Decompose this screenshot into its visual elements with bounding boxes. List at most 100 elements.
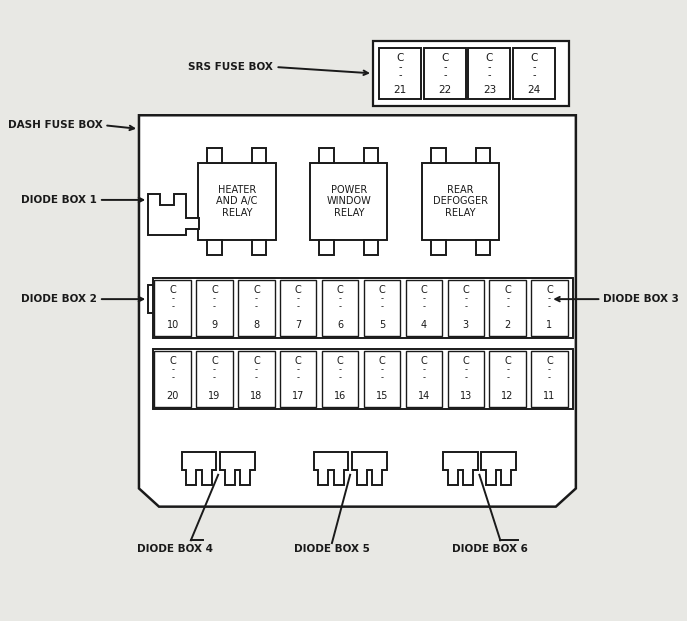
Text: -: - [381,373,383,382]
Text: 22: 22 [438,84,451,95]
Text: C: C [530,53,538,63]
Text: -: - [297,365,300,374]
Bar [469,48,510,99]
Polygon shape [182,452,216,485]
Text: SRS FUSE BOX: SRS FUSE BOX [188,62,273,72]
Text: C: C [295,356,302,366]
Bar [207,148,222,163]
Text: DASH FUSE BOX: DASH FUSE BOX [8,120,102,130]
Bar [531,351,567,407]
Polygon shape [148,286,199,313]
Text: 10: 10 [166,320,179,330]
Text: -: - [381,365,383,374]
Text: -: - [548,373,551,382]
Text: -: - [548,365,551,374]
Text: 6: 6 [337,320,344,330]
Text: C: C [441,53,449,63]
Text: -: - [381,302,383,311]
Text: 17: 17 [292,391,304,401]
Bar [405,280,442,337]
Text: -: - [171,294,174,303]
Text: -: - [297,294,300,303]
Text: 23: 23 [483,84,496,95]
Text: 4: 4 [421,320,427,330]
Text: -: - [297,302,300,311]
Text: -: - [339,373,341,382]
Text: -: - [255,294,258,303]
Text: -: - [171,373,174,382]
Bar [424,48,466,99]
Bar [422,163,499,240]
Text: 20: 20 [166,391,179,401]
Polygon shape [481,452,516,485]
Polygon shape [314,452,348,485]
Text: C: C [253,356,260,366]
Text: -: - [506,373,509,382]
Text: -: - [506,302,509,311]
Text: 19: 19 [208,391,221,401]
Text: -: - [464,302,467,311]
Bar [364,351,401,407]
Polygon shape [139,116,576,507]
Text: 16: 16 [334,391,346,401]
Text: 9: 9 [212,320,218,330]
Text: -: - [213,294,216,303]
Text: -: - [423,373,425,382]
Bar [198,163,275,240]
Text: POWER
WINDOW
RELAY: POWER WINDOW RELAY [326,184,371,218]
Bar [238,280,275,337]
Bar [153,349,573,409]
Text: -: - [423,294,425,303]
Text: C: C [169,284,176,294]
Text: -: - [506,365,509,374]
Text: -: - [548,302,551,311]
Text: C: C [337,356,344,366]
Text: -: - [532,62,536,72]
Bar [238,351,275,407]
Text: DIODE BOX 2: DIODE BOX 2 [21,294,97,304]
Text: DIODE BOX 3: DIODE BOX 3 [603,294,679,304]
Text: C: C [504,356,511,366]
Text: 18: 18 [250,391,262,401]
Bar [196,280,233,337]
Polygon shape [486,286,538,313]
Text: 7: 7 [295,320,302,330]
Text: -: - [339,302,341,311]
Bar [475,148,491,163]
Text: -: - [488,70,491,80]
Text: HEATER
AND A/C
RELAY: HEATER AND A/C RELAY [216,184,258,218]
Bar [431,240,446,255]
Bar [373,40,569,106]
Text: C: C [169,356,176,366]
Polygon shape [148,194,199,235]
Text: 1: 1 [546,320,552,330]
Polygon shape [220,452,255,485]
Text: -: - [339,294,341,303]
Text: -: - [213,373,216,382]
Text: -: - [213,365,216,374]
Text: C: C [546,284,553,294]
Text: -: - [255,373,258,382]
Text: 3: 3 [462,320,469,330]
Bar [513,48,555,99]
Text: C: C [211,284,218,294]
Text: -: - [255,302,258,311]
Bar [322,280,359,337]
Text: 15: 15 [376,391,388,401]
Bar [379,48,421,99]
Text: -: - [423,365,425,374]
Text: C: C [420,284,427,294]
Text: -: - [171,302,174,311]
Text: 14: 14 [418,391,430,401]
Text: 12: 12 [502,391,514,401]
Text: C: C [295,284,302,294]
Text: -: - [339,365,341,374]
Text: -: - [255,365,258,374]
Text: -: - [297,373,300,382]
Bar [322,351,359,407]
Bar [531,280,567,337]
Bar [196,351,233,407]
Bar [155,351,191,407]
Text: 11: 11 [543,391,556,401]
Bar [364,280,401,337]
